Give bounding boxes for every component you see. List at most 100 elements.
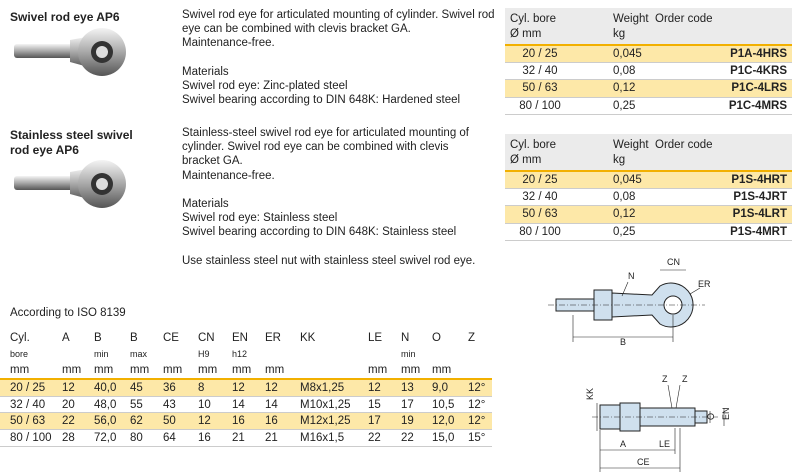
table-row — [505, 97, 792, 115]
table-cell: 17 — [368, 415, 381, 428]
table-row — [505, 46, 792, 64]
table-cell: 14 — [265, 398, 278, 411]
table-cell: 0,045 — [613, 48, 642, 60]
dimension-label: B — [620, 337, 626, 347]
column-header: mm — [10, 364, 30, 376]
table-cell: 0,12 — [613, 82, 636, 95]
table-header-bg — [505, 8, 792, 46]
table-cell: 12 — [232, 382, 245, 394]
dimension-label: CE — [637, 457, 650, 467]
table-cell: 36 — [163, 382, 176, 394]
column-header: O — [432, 332, 441, 344]
column-header: mm — [368, 364, 388, 376]
table-cell: 15° — [468, 432, 486, 445]
column-header: h12 — [232, 349, 248, 359]
column-header: mm — [401, 364, 421, 376]
table-cell: 16 — [232, 415, 245, 428]
table-row — [0, 380, 492, 397]
column-header: mm — [94, 364, 114, 376]
description-line: Maintenance-free. — [182, 169, 275, 182]
table-cell: 12 — [265, 382, 278, 394]
table-cell: 20 / 25 — [10, 382, 46, 394]
table-cell: 12° — [468, 398, 486, 411]
table-cell: M8x1,25 — [300, 382, 345, 394]
column-header: A — [62, 332, 70, 344]
dimension-label: O — [706, 413, 716, 420]
column-header: min — [401, 349, 416, 359]
table-row — [505, 189, 792, 207]
table-cell: 0,25 — [613, 99, 636, 112]
table-header: Cyl. bore — [510, 139, 557, 151]
table-cell: 12° — [468, 415, 486, 428]
description-line: Maintenance-free. — [182, 37, 275, 50]
table-cell: 64 — [163, 432, 176, 445]
table-header: Order code — [655, 139, 713, 151]
dimension-label: KK — [585, 388, 595, 400]
table-cell: 16 — [198, 432, 211, 445]
table-cell: 80 / 100 — [519, 99, 561, 112]
table-header: Ø mm — [510, 154, 542, 166]
table-cell: 0,08 — [613, 191, 636, 204]
column-header: min — [94, 349, 109, 359]
table-cell: 9,0 — [432, 382, 448, 394]
column-header: mm — [198, 364, 218, 376]
drawing-2 — [592, 384, 725, 472]
table-cell: 20 / 25 — [522, 174, 558, 186]
dimension-label: Z — [662, 374, 668, 384]
table-row — [505, 206, 792, 224]
table-cell: 62 — [130, 415, 143, 428]
column-header: Cyl. — [10, 332, 30, 344]
description-line: Swivel rod eye: Zinc-plated steel — [182, 80, 348, 92]
table-cell: 80 / 100 — [519, 225, 561, 238]
table-cell: P1S-4LRT — [732, 208, 787, 221]
product-title: Stainless steel swivel rod eye AP6 — [10, 128, 133, 157]
header-rule — [0, 378, 492, 380]
table-cell: 50 / 63 — [522, 82, 558, 95]
table-cell: 16 — [265, 415, 278, 428]
table-row — [505, 223, 792, 241]
table-cell: 32 / 40 — [522, 65, 558, 78]
dimension-label: ER — [698, 279, 711, 289]
table-cell: 43 — [163, 398, 176, 411]
table-cell: P1S-4HRT — [731, 174, 787, 186]
table-cell: 21 — [232, 432, 245, 445]
column-header: EN — [232, 332, 248, 344]
table-row — [0, 413, 492, 431]
column-header: bore — [10, 349, 29, 359]
table-cell: 10,5 — [432, 398, 455, 411]
table-cell: 8 — [198, 382, 205, 394]
table-cell: 15 — [368, 398, 381, 411]
table-cell: 0,25 — [613, 225, 636, 238]
column-header: mm — [62, 364, 82, 376]
column-header: ER — [265, 332, 281, 344]
table-cell: 22 — [401, 432, 414, 445]
column-header: Z — [468, 332, 476, 344]
table-cell: 19 — [401, 415, 414, 428]
table-cell: 50 / 63 — [522, 208, 558, 221]
column-header: CN — [198, 332, 215, 344]
dimensions-title: According to ISO 8139 — [10, 307, 126, 319]
table-cell: 22 — [62, 415, 75, 428]
table-cell: 10 — [198, 398, 211, 411]
table-cell: M12x1,25 — [300, 415, 351, 428]
column-header: H9 — [198, 349, 210, 359]
table-cell: 22 — [368, 432, 381, 445]
dimension-label: LE — [659, 439, 670, 449]
table-cell: 0,12 — [613, 208, 636, 221]
dimension-label: N — [628, 271, 635, 281]
table-cell: 17 — [401, 398, 414, 411]
table-cell: P1C-4KRS — [730, 65, 787, 78]
table-cell: 12° — [468, 382, 486, 394]
table-cell: 20 — [62, 398, 75, 411]
table-row — [505, 80, 792, 98]
table-cell: P1S-4JRT — [733, 191, 787, 204]
table-cell: 56,0 — [94, 415, 117, 428]
table-header: Ø mm — [510, 28, 542, 40]
table-cell: 80 — [130, 432, 143, 445]
table-cell: 80 / 100 — [10, 432, 52, 445]
dimension-label: A — [620, 439, 626, 449]
column-header: N — [401, 332, 410, 344]
table-cell: 28 — [62, 432, 75, 445]
table-cell: 32 / 40 — [522, 191, 558, 204]
table-row — [505, 63, 792, 81]
